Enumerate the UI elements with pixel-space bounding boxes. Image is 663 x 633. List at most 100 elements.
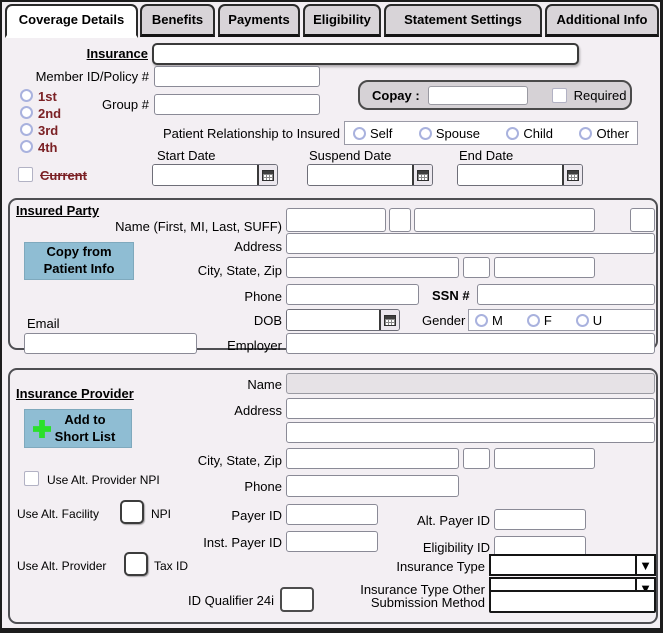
insured-address-input[interactable] [286,233,655,254]
gender-f-radio[interactable] [526,313,540,327]
gender-m[interactable]: M [475,313,503,328]
provider-address2-input[interactable] [286,422,655,443]
insured-first-name-input[interactable] [286,208,386,232]
gender-u-radio[interactable] [575,313,589,327]
current-label: Current [40,168,87,183]
other-label: Other [596,125,629,141]
relationship-self[interactable]: Self [353,126,392,141]
child-radio[interactable] [506,126,520,140]
tab-coverage-details[interactable]: Coverage Details [5,4,138,38]
add-button-line1: Add to [64,411,106,427]
id-qualifier-input[interactable] [280,587,314,612]
tab-benefits[interactable]: Benefits [140,4,215,37]
calendar-icon [262,169,274,181]
priority-4th-radio[interactable] [20,140,33,153]
alt-payer-id-input[interactable] [494,509,586,530]
spouse-radio[interactable] [418,126,432,140]
use-alt-provider-label: Use Alt. Provider [17,559,107,573]
group-number-input[interactable] [154,94,320,115]
ssn-input[interactable] [477,284,655,305]
dob-input[interactable] [287,310,379,330]
use-alt-provider-checkbox[interactable] [124,552,148,576]
use-alt-provider-npi-checkbox[interactable] [24,471,39,486]
start-date-field [152,164,278,186]
inst-payer-id-input[interactable] [286,531,378,552]
insured-zip-input[interactable] [494,257,595,278]
payer-id-input[interactable] [286,504,378,525]
provider-address-label: Address [234,403,282,418]
dob-label: DOB [253,313,282,328]
copy-from-patient-info-button[interactable]: Copy from Patient Info [24,242,134,280]
end-date-input[interactable] [458,165,562,185]
use-alt-facility-checkbox[interactable] [120,500,144,524]
gender-options-strip: M F U [468,309,655,331]
start-date-input[interactable] [153,165,257,185]
add-to-short-list-button[interactable]: Add to Short List [24,409,132,448]
suspend-date-calendar-button[interactable] [412,165,432,185]
insured-suffix-input[interactable] [630,208,655,232]
self-radio[interactable] [353,126,366,140]
start-date-label: Start Date [157,148,216,163]
provider-zip-input[interactable] [494,448,595,469]
copay-input[interactable] [427,85,528,105]
priority-2nd-radio[interactable] [20,106,33,119]
tab-statement-settings[interactable]: Statement Settings [384,4,542,37]
gender-f[interactable]: F [526,313,552,328]
insurance-type-dropdown-button[interactable]: ▼ [635,556,654,574]
calendar-icon [417,169,429,181]
provider-city-input[interactable] [286,448,459,469]
priority-1st-radio[interactable] [20,89,33,102]
relationship-spouse[interactable]: Spouse [418,126,480,141]
suspend-date-field [307,164,433,186]
tab-eligibility[interactable]: Eligibility [303,4,381,37]
member-id-input[interactable] [154,66,320,87]
insured-last-name-input[interactable] [414,208,595,232]
provider-phone-label: Phone [244,479,282,494]
current-checkbox[interactable] [18,167,33,182]
insurance-provider-groupbox [8,368,658,624]
provider-state-input[interactable] [463,448,490,469]
copay-required-checkbox[interactable] [551,87,567,103]
email-input[interactable] [24,333,197,354]
dob-calendar-button[interactable] [379,310,399,330]
plus-icon [33,420,51,438]
insured-state-input[interactable] [463,257,490,278]
member-id-label: Member ID/Policy # [35,69,149,84]
use-alt-provider-npi-label: Use Alt. Provider NPI [47,473,160,487]
tab-additional-info[interactable]: Additional Info [545,4,659,37]
gender-m-radio[interactable] [475,313,488,327]
gender-u[interactable]: U [575,312,603,328]
submission-method-label: Submission Method [370,595,485,610]
insurance-provider-title: Insurance Provider [16,386,134,401]
relationship-options-strip: Self Spouse Child Other [344,121,638,145]
submission-method-input[interactable] [489,590,656,613]
insurance-type-combo[interactable]: ▼ [489,554,656,576]
suspend-date-input[interactable] [308,165,412,185]
copay-required-label: Required [573,87,627,103]
chevron-down-icon: ▼ [639,557,652,573]
tab-payments[interactable]: Payments [218,4,300,37]
insured-address-label: Address [234,239,282,254]
insurance-input[interactable] [152,43,579,65]
provider-phone-input[interactable] [286,475,459,497]
insured-phone-input[interactable] [286,284,419,305]
priority-3rd-label: 3rd [38,123,59,138]
other-radio[interactable] [579,126,593,140]
employer-input[interactable] [286,333,655,354]
gender-u-label: U [592,312,603,328]
relationship-other[interactable]: Other [579,126,629,141]
provider-csz-label: City, State, Zip [197,453,282,468]
provider-address1-input[interactable] [286,398,655,419]
insured-csz-label: City, State, Zip [197,263,282,278]
calendar-icon [384,314,396,326]
insured-middle-initial-input[interactable] [389,208,411,232]
insured-city-input[interactable] [286,257,459,278]
eligibility-id-label: Eligibility ID [422,540,490,555]
end-date-calendar-button[interactable] [562,165,582,185]
use-alt-facility-label: Use Alt. Facility [17,507,100,521]
start-date-calendar-button[interactable] [257,165,277,185]
npi-label: NPI [151,507,172,521]
priority-3rd-radio[interactable] [20,123,33,136]
ssn-label: SSN # [432,288,470,303]
relationship-child[interactable]: Child [506,126,553,141]
